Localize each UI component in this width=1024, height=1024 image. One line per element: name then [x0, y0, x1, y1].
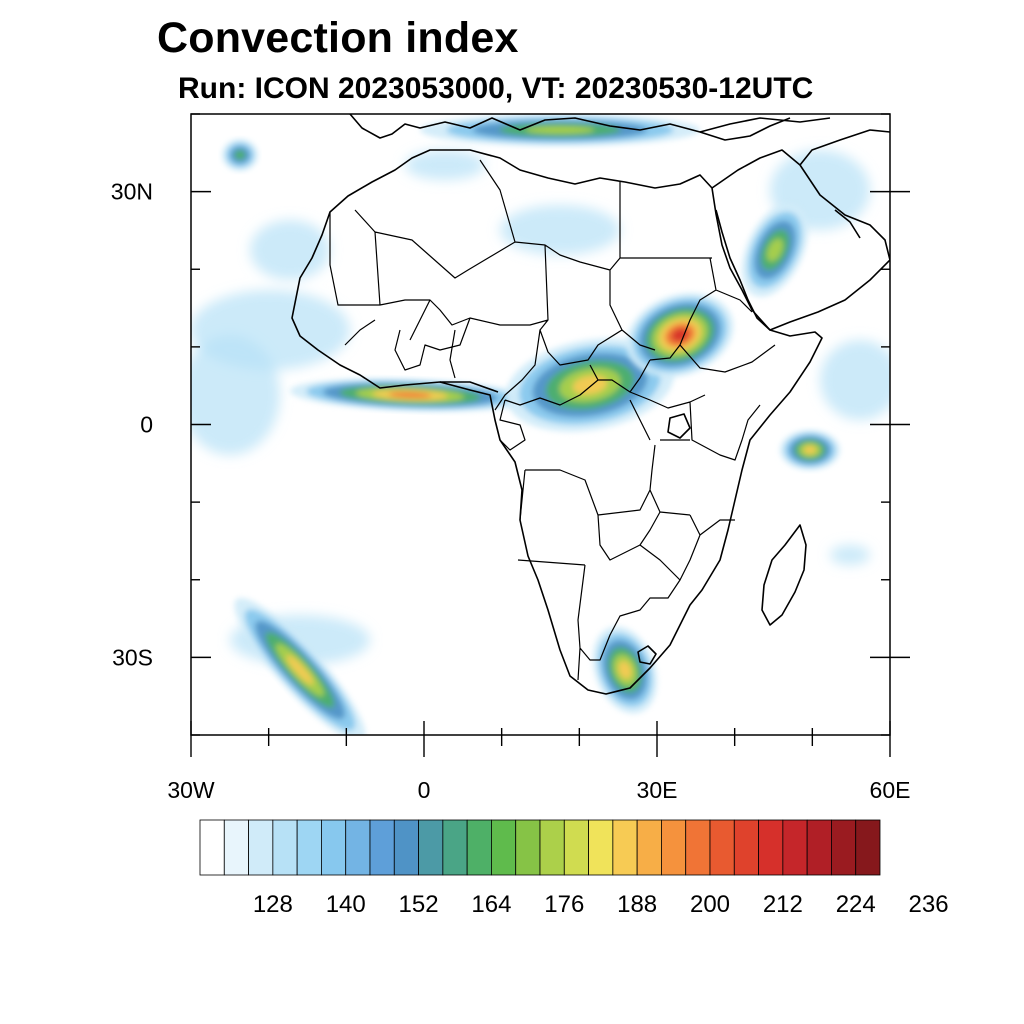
haze-patch: [250, 220, 330, 280]
madagascar: [761, 524, 807, 626]
lon-tick-label: 30E: [637, 777, 678, 803]
haze-patch: [405, 150, 485, 180]
lon-tick-label: 60E: [870, 777, 911, 803]
southern-africa-field: [592, 626, 658, 714]
colorbar-label: 128: [253, 891, 293, 918]
colorbar-swatch: [515, 819, 541, 876]
colorbar-swatch: [442, 819, 468, 876]
colorbar-swatch: [831, 819, 857, 876]
field-contour: [803, 445, 817, 455]
colorbar-swatch: [588, 819, 614, 876]
colorbar-swatch: [345, 819, 371, 876]
colorbar-swatch: [199, 819, 225, 876]
colorbar-label: 200: [690, 891, 730, 918]
colorbar-swatch: [685, 819, 711, 876]
colorbar-swatch: [296, 819, 322, 876]
colorbar-swatch: [612, 819, 638, 876]
colorbar: [199, 819, 881, 876]
colorbar-swatch: [223, 819, 249, 876]
plot-title: Convection index: [157, 14, 519, 62]
ethiopian-highlands-field: [626, 292, 734, 378]
colorbar-swatch: [466, 819, 492, 876]
lon-tick-label: 30W: [167, 777, 215, 803]
colorbar-swatch: [272, 819, 298, 876]
colorbar-swatch: [539, 819, 565, 876]
colorbar-swatch: [709, 819, 735, 876]
colorbar-label: 140: [326, 891, 366, 918]
colorbar-swatch: [491, 819, 517, 876]
colorbar-swatch: [806, 819, 832, 876]
colorbar-swatch: [661, 819, 687, 876]
turkey-coast: [699, 117, 831, 133]
colorbar-swatch: [758, 819, 784, 876]
haze-patch: [830, 545, 870, 565]
arabian-peninsula-coast: [711, 149, 890, 331]
africa-coastline: [291, 149, 823, 695]
lon-tick-label: 0: [418, 777, 431, 803]
field-contour: [388, 392, 432, 398]
haze-patch: [191, 335, 280, 455]
lat-tick-label: 30N: [111, 179, 153, 205]
colorbar-swatch: [369, 819, 395, 876]
colorbar-swatch: [563, 819, 589, 876]
field-contour: [766, 238, 784, 262]
colorbar-swatch: [855, 819, 881, 876]
colorbar-label: 212: [763, 891, 803, 918]
colorbar-swatch: [248, 819, 274, 876]
colorbar-label: 188: [617, 891, 657, 918]
colorbar-labels: 128 140 152 164 176 188 200 212 224 236: [253, 891, 949, 918]
field-contour: [671, 328, 689, 342]
haze-patch: [500, 205, 620, 255]
haze-patch: [820, 340, 890, 420]
lake-victoria: [667, 413, 691, 439]
colorbar-swatch: [733, 819, 759, 876]
field-contour: [525, 126, 595, 134]
field-contour: [234, 150, 246, 160]
coastlines-and-borders: [291, 114, 890, 695]
convection-field: [191, 114, 890, 735]
colorbar-label: 152: [399, 891, 439, 918]
colorbar-label: 236: [909, 891, 949, 918]
colorbar-label: 224: [836, 891, 876, 918]
europe-coast: [349, 114, 791, 141]
colorbar-swatch: [782, 819, 808, 876]
arabian-peninsula-field: [741, 203, 809, 297]
colorbar-swatch: [418, 819, 444, 876]
axis-tick-labels: 30W 0 30E 60E 30N 0 30S: [111, 179, 911, 803]
indian-ocean-cell-field: [780, 430, 840, 470]
south-atlantic-front-field: [234, 597, 366, 735]
gulf-of-guinea: [440, 381, 499, 393]
plot-subtitle: Run: ICON 2023053000, VT: 20230530-12UTC: [178, 72, 814, 105]
field-contour: [286, 655, 314, 685]
colorbar-label: 176: [544, 891, 584, 918]
lat-tick-label: 30S: [112, 644, 153, 670]
colorbar-swatch: [321, 819, 347, 876]
colorbar-swatch: [393, 819, 419, 876]
colorbar-swatch: [636, 819, 662, 876]
colorbar-label: 164: [471, 891, 511, 918]
field-contour: [618, 661, 632, 679]
country-borders: [329, 159, 776, 681]
iran-coast: [799, 129, 890, 239]
lat-tick-label: 0: [140, 412, 153, 438]
canary-region-field: [222, 139, 258, 171]
central-africa-convection-field: [505, 338, 675, 432]
lesotho: [637, 645, 657, 665]
axis-ticks: [190, 113, 910, 757]
